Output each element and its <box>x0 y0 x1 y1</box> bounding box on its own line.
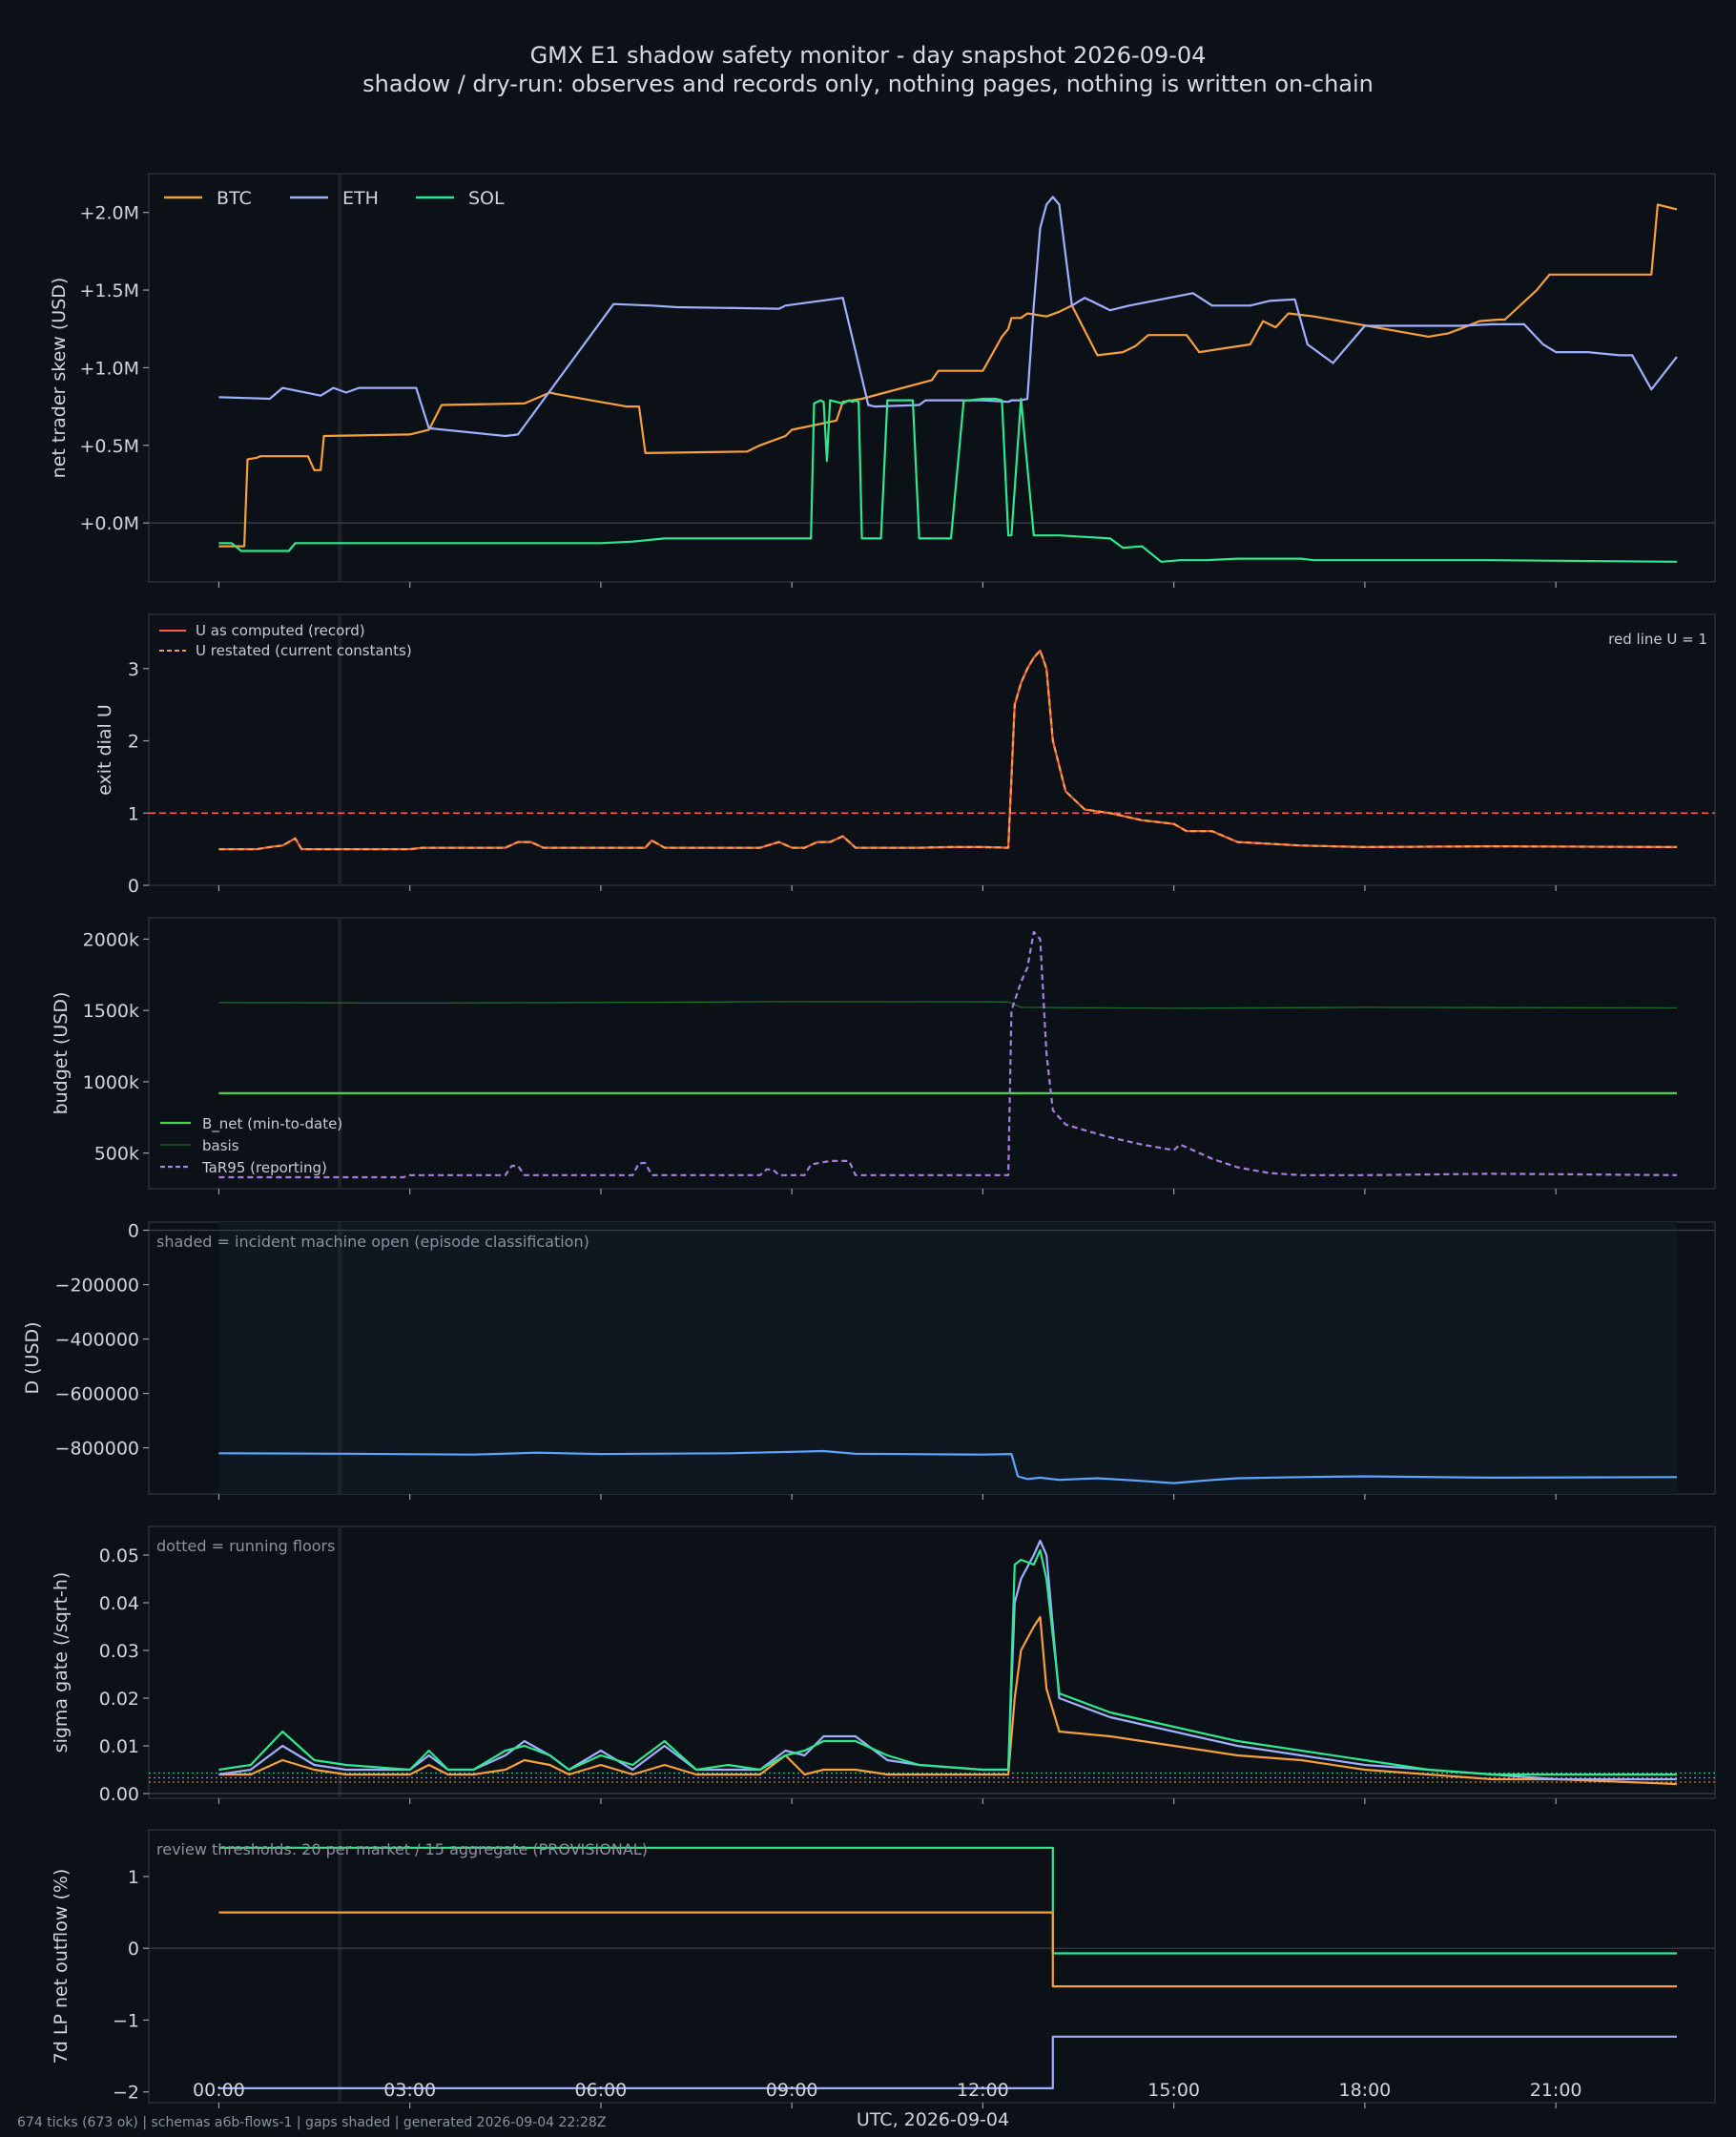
legend-label: ETH <box>342 188 379 209</box>
series-line-eth <box>218 2035 1677 2089</box>
panel-annotation: shaded = incident machine open (episode … <box>156 1233 589 1251</box>
gap-band <box>338 174 342 582</box>
plot-area <box>148 917 1716 1190</box>
y-tick-label: 0 <box>128 1221 139 1242</box>
y-tick-label: 1500k <box>83 1001 139 1022</box>
series-line-sol <box>218 1548 1677 1776</box>
y-tick-label: 0.04 <box>99 1593 139 1614</box>
panel-annotation: dotted = running floors <box>156 1537 335 1555</box>
y-tick-label: 2000k <box>83 929 139 950</box>
y-tick-label: +0.0M <box>79 513 139 534</box>
panel-4: 0 −200000 −400000 −600000 −800000 D (USD) shad… <box>22 1221 1716 1500</box>
y-tick-label: 0.02 <box>99 1689 139 1710</box>
gap-band <box>338 614 342 885</box>
y-tick-label: 0 <box>128 876 139 897</box>
series-line-btc <box>218 1615 1678 1786</box>
y-axis-label: 7d LP net outflow (%) <box>51 1869 72 2064</box>
y-tick-label: 1 <box>128 1867 139 1888</box>
y-axis-label: net trader skew (USD) <box>49 278 70 479</box>
y-axis-label: sigma gate (/sqrt-h) <box>51 1572 72 1753</box>
y-tick-label: +1.5M <box>79 280 139 301</box>
redline-annotation: red line U = 1 <box>1608 631 1707 648</box>
x-axis-label: UTC, 2026-09-04 <box>857 2109 1009 2130</box>
gap-band <box>338 1222 342 1494</box>
series-line-sol <box>218 397 1678 563</box>
series-line-tar95-reporting <box>218 930 1678 1179</box>
x-tick-label: 18:00 <box>1339 2080 1392 2101</box>
y-tick-label: −1 <box>113 2010 139 2031</box>
y-tick-label: 1000k <box>83 1072 139 1093</box>
gap-band <box>338 918 342 1189</box>
panel-annotation: review thresholds: 20 per market / 15 ag… <box>156 1840 648 1858</box>
panel-6: −2 −1 0 1 7d LP net outflow (%) review thresh… <box>51 1829 1716 2108</box>
x-tick-label: 15:00 <box>1147 2080 1200 2101</box>
plot-area <box>148 1525 1716 1799</box>
y-tick-label: 500k <box>94 1144 139 1165</box>
legend-label: TaR95 (reporting) <box>201 1159 327 1176</box>
y-tick-label: 0.05 <box>99 1546 139 1566</box>
y-tick-label: +2.0M <box>79 203 139 224</box>
y-tick-label: 0 <box>128 1939 139 1960</box>
y-tick-label: −2 <box>113 2083 139 2104</box>
y-tick-label: +0.5M <box>79 436 139 457</box>
y-axis-label: budget (USD) <box>51 992 72 1115</box>
x-tick-label: 06:00 <box>575 2080 628 2101</box>
series-line-basis <box>218 1001 1678 1009</box>
panels: +0.0M +0.5M +1.0M +1.5M +2.0M net trader skew… <box>22 173 1716 2108</box>
y-tick-label: 1 <box>128 803 139 824</box>
gap-band <box>338 1526 342 1798</box>
series-line-eth <box>218 196 1678 438</box>
series-line-u-restated-current-constants <box>218 649 1678 851</box>
legend-label: SOL <box>468 188 505 209</box>
y-tick-label: −600000 <box>55 1384 139 1405</box>
x-axis: 00:00 03:00 06:00 09:00 12:00 15:00 18:00 21:00 <box>193 2080 1581 2101</box>
y-tick-label: −800000 <box>55 1439 139 1460</box>
legend-label: U restated (current constants) <box>196 642 412 659</box>
panel-2: 0 1 2 3 exit dial U U as computed (record) U r… <box>94 613 1716 897</box>
panel-1: +0.0M +0.5M +1.0M +1.5M +2.0M net trader skew… <box>49 173 1716 588</box>
y-tick-label: 3 <box>128 659 139 680</box>
x-tick-label: 09:00 <box>766 2080 818 2101</box>
legend-label: B_net (min-to-date) <box>202 1115 342 1133</box>
series-line-btc <box>218 1911 1677 1988</box>
plot-area <box>148 173 1716 583</box>
incident-shade <box>218 1222 1677 1494</box>
series-line-sol <box>218 1846 1677 1955</box>
y-tick-label: −400000 <box>55 1330 139 1351</box>
y-axis-label: exit dial U <box>94 704 115 796</box>
series-line-btc <box>218 203 1678 548</box>
legend-label: BTC <box>217 188 252 209</box>
y-tick-label: 2 <box>128 732 139 753</box>
plot-area <box>148 613 1716 886</box>
plot-area <box>148 1829 1716 2104</box>
x-tick-label: 03:00 <box>383 2080 436 2101</box>
y-axis-label: D (USD) <box>22 1321 43 1394</box>
panel-5: 0.00 0.01 0.02 0.03 0.04 0.05 sigma gate (/sqr… <box>51 1525 1716 1805</box>
figure-subtitle: shadow / dry-run: observes and records o… <box>362 71 1374 97</box>
x-tick-label: 21:00 <box>1530 2080 1582 2101</box>
x-tick-label: 00:00 <box>193 2080 245 2101</box>
x-tick-label: 12:00 <box>957 2080 1009 2101</box>
panel-3: 500k 1000k 1500k 2000k budget (USD) B_net (mi… <box>51 917 1716 1194</box>
y-tick-label: +1.0M <box>79 358 139 379</box>
series-line-d <box>218 1449 1678 1484</box>
y-tick-label: 0.01 <box>99 1736 139 1757</box>
legend-label: basis <box>202 1137 239 1154</box>
gap-band <box>338 1830 342 2103</box>
y-tick-label: −200000 <box>55 1276 139 1297</box>
y-tick-label: 0.03 <box>99 1641 139 1662</box>
legend-label: U as computed (record) <box>196 622 365 639</box>
y-tick-label: 0.00 <box>99 1784 139 1805</box>
footer-status: 674 ticks (673 ok) | schemas a6b-flows-1… <box>17 2115 606 2130</box>
figure-title: GMX E1 shadow safety monitor - day snaps… <box>530 42 1207 69</box>
